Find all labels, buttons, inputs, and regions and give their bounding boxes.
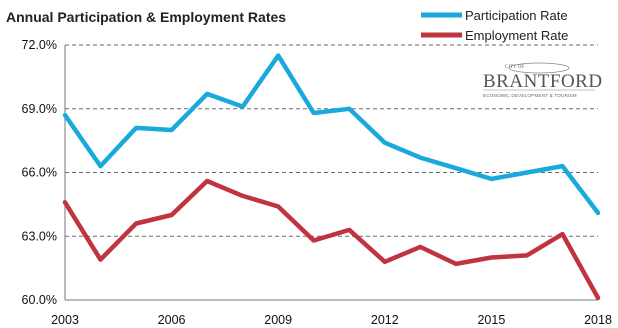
y-tick-label: 60.0% (22, 293, 57, 307)
y-tick-label: 66.0% (22, 166, 57, 180)
employment-rate-line (62, 178, 601, 301)
legend-label-participation: Participation Rate (465, 8, 568, 23)
x-tick-label: 2012 (371, 313, 399, 327)
logo-tagline: ECONOMIC DEVELOPMENT & TOURISM (483, 93, 577, 98)
logo-name: BRANTFORD (483, 71, 603, 92)
participation-rate-line (62, 53, 601, 216)
legend: Participation Rate Employment Rate (421, 8, 568, 43)
y-tick-label: 72.0% (22, 38, 57, 52)
y-tick-labels: 60.0% 63.0% 66.0% 69.0% 72.0% (22, 38, 57, 307)
logo-swoosh (508, 62, 570, 74)
x-tick-label: 2006 (158, 313, 186, 327)
x-tick-label: 2003 (51, 313, 79, 327)
x-tick-label: 2015 (477, 313, 505, 327)
legend-label-employment: Employment Rate (465, 28, 568, 43)
logo-top-text: CITY OF (505, 65, 524, 70)
x-tick-label: 2018 (584, 313, 612, 327)
y-tick-label: 69.0% (22, 102, 57, 116)
x-tick-label: 2009 (264, 313, 292, 327)
axes (64, 45, 598, 301)
x-tick-labels: 2003 2006 2009 2012 2015 2018 (51, 313, 612, 327)
brantford-logo: CITY OF BRANTFORD ECONOMIC DEVELOPMENT &… (483, 62, 603, 98)
series-lines (62, 53, 601, 301)
y-tick-label: 63.0% (22, 229, 57, 243)
chart-title: Annual Participation & Employment Rates (6, 9, 286, 25)
